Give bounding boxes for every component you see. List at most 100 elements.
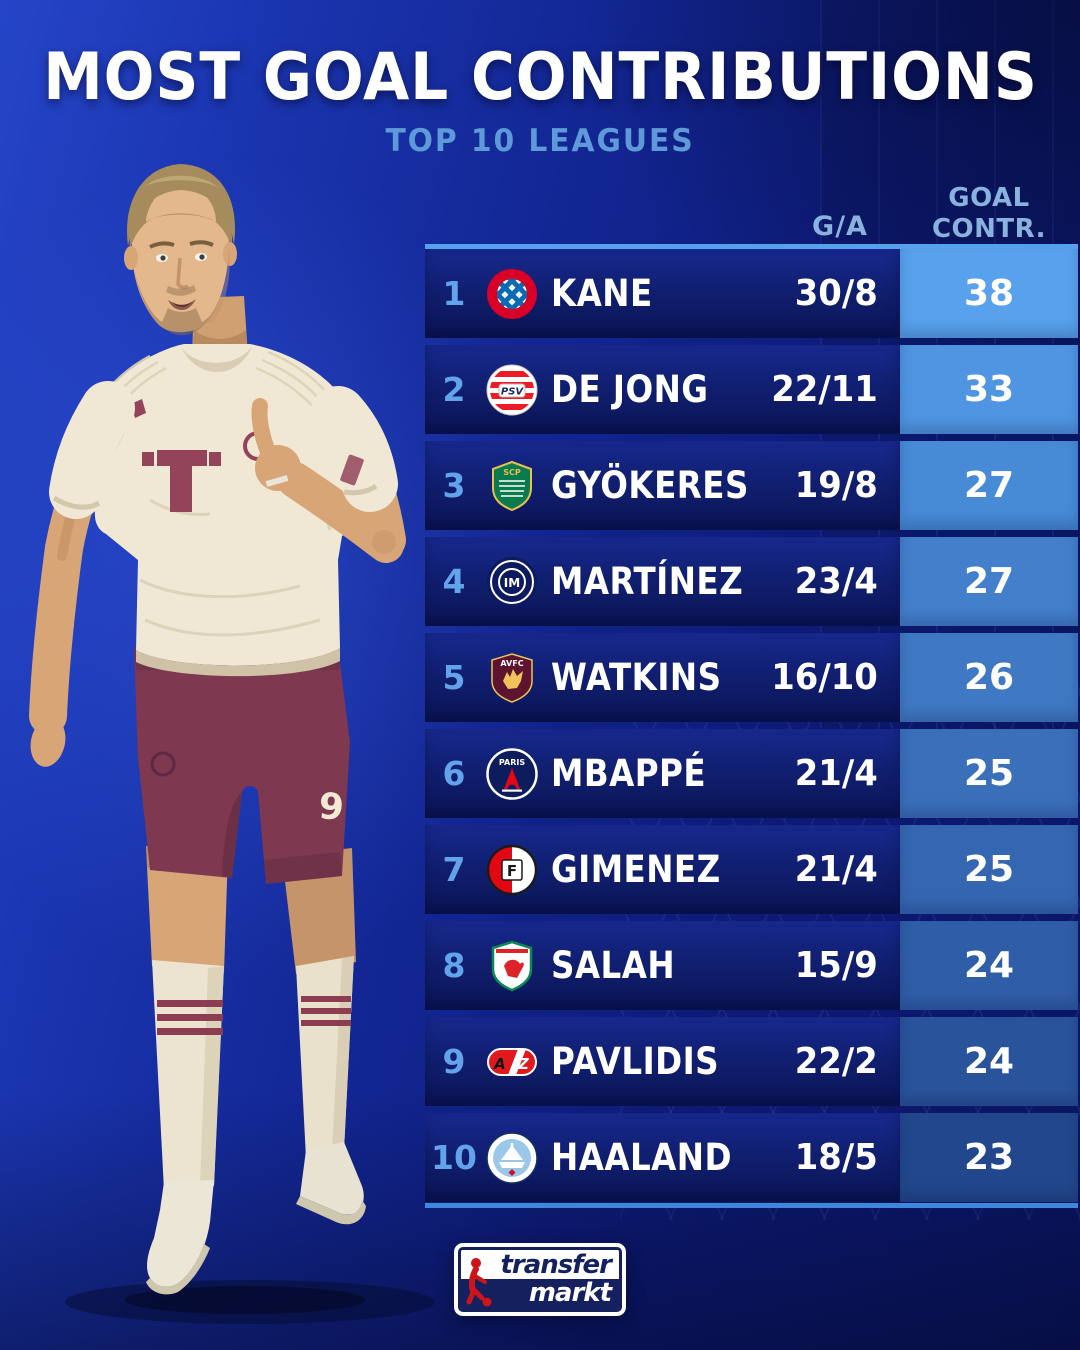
man-city-badge-icon [486,1131,538,1184]
player-cell: 2 PSV DE JONG 22/11 [425,345,900,434]
player-cell: 3 SCP GYÖKERES 19/8 [425,441,900,530]
ga-value: 21/4 [794,849,878,890]
table-row: 8 SALAH 15/9 24 [425,921,1078,1010]
goal-contr-cell: 24 [900,1017,1078,1106]
ga-value: 16/10 [770,657,878,698]
player-cell: 6 PARIS MBAPPÉ 21/4 [425,729,900,818]
player-cell: 1 KANE 30/8 [425,249,900,338]
rank-label: 2 [442,370,466,409]
inter-badge-icon: IM [486,556,538,608]
col-header-ga: G/A [812,211,868,242]
goal-contr-cell: 38 [900,249,1078,338]
ga-value: 18/5 [794,1137,878,1178]
player-cell: 4 IM MARTÍNEZ 23/4 [425,537,900,626]
player-cell: 10 HAALAND 18/5 [425,1113,900,1202]
column-headers: G/A GOAL CONTR. [425,183,1078,249]
svg-text:SCP: SCP [503,468,521,477]
goal-contr-cell: 25 [900,825,1078,914]
liverpool-badge-icon [486,940,538,992]
goal-contr-cell: 27 [900,537,1078,626]
ga-value: 22/2 [794,1041,878,1082]
page-title: MOST GOAL CONTRIBUTIONS [43,40,1038,115]
player-name: WATKINS [551,656,722,699]
ranking-table: G/A GOAL CONTR. 1 KANE 30/8 38 2 PSV [425,183,1078,1209]
goal-contr-value: 24 [963,1041,1015,1082]
ga-value: 19/8 [794,465,878,506]
player-cell: 8 SALAH 15/9 [425,921,900,1010]
table-row: 1 KANE 30/8 38 [425,244,1078,338]
ga-value: 15/9 [794,945,878,986]
goal-contr-cell: 23 [900,1113,1078,1202]
player-name: MARTÍNEZ [551,560,744,603]
table-row: 2 PSV DE JONG 22/11 33 [425,345,1078,434]
fc-bayern-badge-icon [486,268,538,320]
col-header-goal-contr-line2: CONTR. [931,214,1047,244]
player-name: KANE [551,272,653,315]
table-row: 6 PARIS MBAPPÉ 21/4 25 [425,729,1078,818]
col-header-goal-contr: GOAL CONTR. [900,183,1078,245]
transfermarkt-logo-line1: transfer [461,1250,619,1279]
rank-label: 1 [442,274,466,313]
svg-text:PSV: PSV [501,386,525,397]
player-name: PAVLIDIS [551,1040,720,1083]
transfermarkt-logo: transfer markt [454,1243,626,1316]
player-name: SALAH [551,944,676,987]
table-row: 7 F GIMENEZ 21/4 25 [425,825,1078,914]
psv-badge-icon: PSV [486,364,538,416]
transfermarkt-logo-frame: transfer markt [458,1247,622,1312]
goal-contr-cell: 33 [900,345,1078,434]
goal-contr-cell: 25 [900,729,1078,818]
svg-text:A: A [493,1055,506,1073]
player-name: HAALAND [551,1136,732,1179]
rank-label: 3 [442,466,466,505]
goal-contr-value: 27 [963,465,1015,506]
feyenoord-badge-icon: F [486,844,538,896]
goal-contr-value: 38 [963,273,1015,314]
player-name: DE JONG [551,368,709,411]
svg-text:F: F [507,862,517,880]
svg-text:Z: Z [517,1055,530,1073]
transfermarkt-kicker-icon [466,1258,492,1307]
goal-contr-value: 25 [963,753,1015,794]
player-name: MBAPPÉ [551,752,707,795]
goal-contr-value: 33 [963,369,1015,410]
goal-contr-cell: 26 [900,633,1078,722]
table-row: 5 AVFC WATKINS 16/10 26 [425,633,1078,722]
rank-label: 5 [442,658,466,697]
table-row: 4 IM MARTÍNEZ 23/4 27 [425,537,1078,626]
ga-value: 30/8 [794,273,878,314]
goal-contr-cell: 27 [900,441,1078,530]
ga-value: 21/4 [794,753,878,794]
rank-label: 8 [442,946,466,985]
goal-contr-cell: 24 [900,921,1078,1010]
sporting-badge-icon: SCP [486,460,538,512]
player-name: GIMENEZ [551,848,721,891]
ga-value: 23/4 [794,561,878,602]
player-name: GYÖKERES [551,464,749,507]
shorts-number: 9 [317,786,345,829]
ga-value: 22/11 [770,369,878,410]
rank-label: 6 [442,754,466,793]
header: MOST GOAL CONTRIBUTIONS TOP 10 LEAGUES [0,40,1080,159]
svg-text:PARIS: PARIS [499,758,525,767]
col-header-goal-contr-line1: GOAL [948,183,1030,213]
goal-contr-value: 27 [963,561,1015,602]
rank-label: 7 [442,850,466,889]
goal-contr-value: 24 [963,945,1015,986]
rank-label: 10 [431,1138,477,1177]
page-subtitle: TOP 10 LEAGUES [385,123,695,159]
goal-contr-value: 26 [963,657,1015,698]
player-cell: 7 F GIMENEZ 21/4 [425,825,900,914]
table-row: 3 SCP GYÖKERES 19/8 27 [425,441,1078,530]
player-photo: 9 [29,164,435,1324]
goal-contr-value: 25 [963,849,1015,890]
psg-badge-icon: PARIS [486,747,538,800]
svg-text:AVFC: AVFC [500,659,523,668]
rank-label: 9 [442,1042,466,1081]
svg-text:IM: IM [504,576,520,590]
table-row: 10 HAALAND 18/5 23 [425,1113,1078,1208]
player-cell: 5 AVFC WATKINS 16/10 [425,633,900,722]
